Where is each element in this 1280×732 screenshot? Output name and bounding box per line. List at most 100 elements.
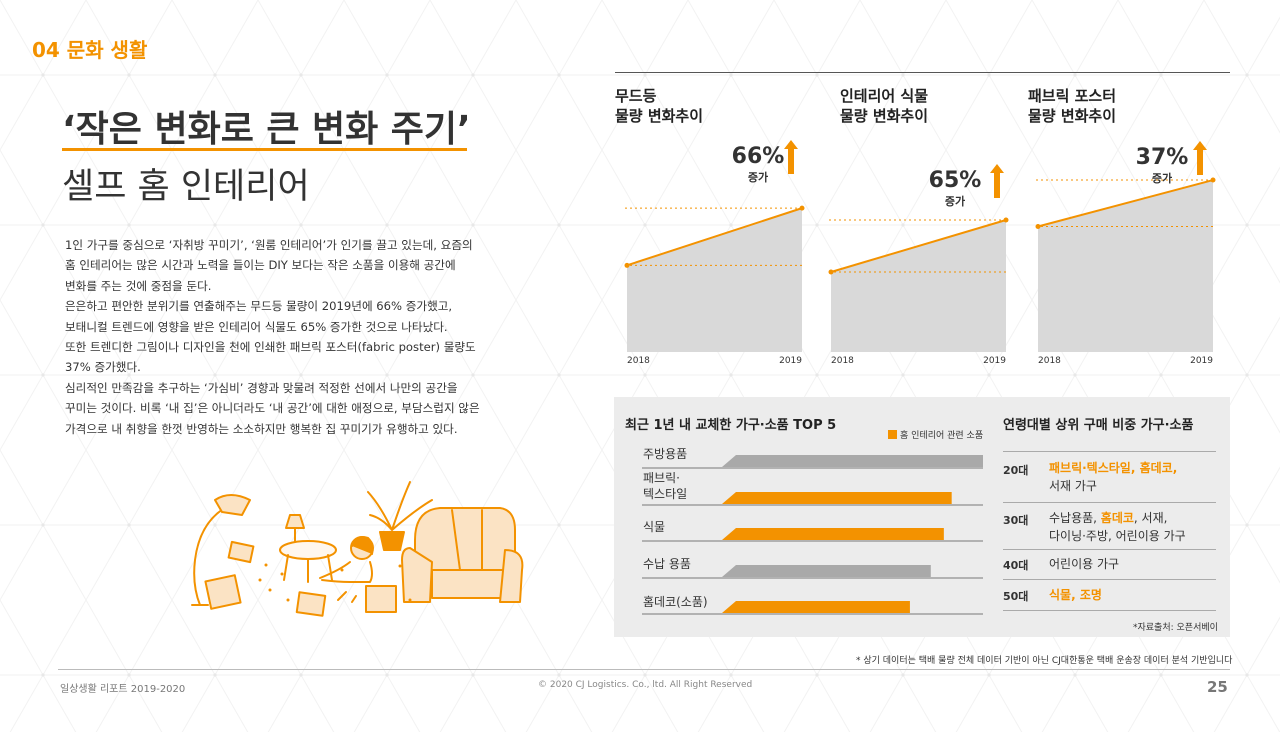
home-interior-illustration-icon (191, 481, 524, 617)
source-note: *자료출처: 오픈서베이 (1133, 623, 1218, 633)
x-tick-label: 2019 (779, 356, 802, 366)
chart-top-divider (615, 72, 1230, 73)
bar-chart-legend: 홈 인테리어 관련 소품 (888, 428, 983, 441)
chart-title-line: 패브릭 포스터 (1028, 87, 1117, 105)
age-items-line: 어린이용 가구 (1049, 555, 1119, 573)
data-point (799, 205, 805, 211)
age-items: 어린이용 가구 (1049, 555, 1119, 573)
change-label-fabric-poster: 37% 증가 (1132, 145, 1192, 186)
bar-category-label: 주방용품 (643, 446, 687, 462)
chart-title-interior-plant: 인테리어 식물 물량 변화추이 (840, 86, 928, 126)
body-line: 심리적인 만족감을 추구하는 ‘가심비’ 경향과 맞물려 적정한 선에서 나만의… (65, 380, 458, 395)
change-sub: 증가 (944, 195, 966, 208)
x-tick-label: 2018 (627, 356, 650, 366)
body-line: 변화를 주는 것에 중점을 둔다. (65, 278, 212, 293)
bar-category-line: 수납 용품 (643, 557, 691, 571)
age-row-divider (1003, 451, 1216, 452)
body-line: 또한 트렌디한 그림이나 디자인을 천에 인쇄한 패브릭 포스터(fabric … (65, 340, 476, 355)
section-label: 04 문화 생활 (32, 38, 148, 62)
body-line: 홈 인테리어는 많은 시간과 노력을 들이는 DIY 보다는 작은 소품을 이용… (65, 258, 456, 273)
change-sub: 증가 (1151, 172, 1173, 185)
change-percent: 37% (1135, 145, 1189, 170)
area-chart-fabric-poster: 2018 2019 (1035, 177, 1216, 366)
footnote: * 상기 데이터는 택배 물량 전체 데이터 기반이 아닌 CJ대한통운 택배 … (856, 656, 1233, 666)
age-item: 어린이용 가구 (1049, 557, 1120, 571)
bar (722, 492, 952, 504)
age-item: 패브릭·텍스타일, 홈데코, (1049, 461, 1178, 475)
x-tick-label: 2018 (831, 356, 854, 366)
area-fill (627, 208, 802, 352)
footer-copyright: © 2020 CJ Logistics. Co., ltd. All Right… (538, 680, 753, 690)
age-items: 식물, 조명 (1049, 586, 1102, 604)
legend-swatch (888, 430, 897, 439)
age-label: 50대 (1003, 590, 1029, 603)
age-label: 20대 (1003, 464, 1029, 477)
age-item: , 서재, (1133, 511, 1168, 525)
data-point (624, 262, 630, 268)
bar-category-label: 패브릭· 텍스타일 (643, 470, 687, 502)
body-line: 은은하고 편안한 분위기를 연출해주는 무드등 물량이 2019년에 66% 증… (65, 299, 453, 314)
chart-title-fabric-poster: 패브릭 포스터 물량 변화추이 (1028, 86, 1116, 126)
body-line: 꾸미는 것이다. 비록 ‘내 집’은 아니더라도 ‘내 공간’에 대한 애정으로… (65, 401, 480, 416)
age-items: 수납용품, 홈데코, 서재, 다이닝·주방, 어린이용 가구 (1049, 509, 1186, 545)
legend-label: 홈 인테리어 관련 소품 (900, 431, 984, 441)
trend-line (1037, 179, 1214, 228)
up-arrow-icon (784, 140, 798, 174)
page-title: ‘작은 변화로 큰 변화 주기’ (62, 109, 471, 150)
chart-title-line: 물량 변화추이 (840, 107, 929, 125)
change-label-interior-plant: 65% 증가 (925, 168, 985, 209)
age-items-line: 패브릭·텍스타일, 홈데코, (1049, 459, 1177, 477)
change-label-mood-lamp: 66% 증가 (728, 144, 788, 185)
age-table-title: 연령대별 상위 구매 비중 가구·소품 (1003, 418, 1194, 433)
bar (722, 601, 910, 613)
age-items-line: 식물, 조명 (1049, 586, 1102, 604)
data-point (1210, 177, 1216, 183)
body-line: 37% 증가했다. (65, 360, 141, 375)
footer-divider (58, 669, 1230, 670)
bar-category-line: 홈데코(소품) (643, 595, 708, 609)
x-tick-label: 2019 (983, 356, 1006, 366)
bar-category-line: 식물 (643, 520, 666, 534)
age-label: 30대 (1003, 514, 1029, 527)
trend-line (626, 207, 803, 267)
footer-report-name: 일상생활 리포트 2019-2020 (60, 684, 186, 695)
area-fill (1038, 180, 1213, 352)
age-items-line: 다이닝·주방, 어린이용 가구 (1049, 527, 1186, 545)
area-chart-interior-plant: 2018 2019 (828, 217, 1009, 366)
up-arrow-icon (1193, 141, 1207, 175)
bar-category-label: 홈데코(소품) (643, 594, 708, 610)
trend-line (830, 219, 1007, 273)
bar-category-line: 패브릭· (643, 471, 680, 485)
x-tick-label: 2019 (1190, 356, 1213, 366)
data-point (1035, 223, 1041, 229)
bar-category-line: 주방용품 (643, 447, 688, 461)
chart-title-mood-lamp: 무드등 물량 변화추이 (615, 86, 703, 126)
body-line: 1인 가구를 중심으로 ‘자취방 꾸미기’, ‘원룸 인테리어’가 인기를 끌고… (65, 238, 473, 252)
age-row-divider (1003, 502, 1216, 503)
change-percent: 65% (928, 168, 982, 193)
age-row-divider (1003, 549, 1216, 550)
body-line: 보태니컬 트렌드에 영향을 받은 인테리어 식물도 65% 증가한 것으로 나타… (65, 319, 448, 334)
age-items: 패브릭·텍스타일, 홈데코, 서재 가구 (1049, 459, 1177, 495)
page-number: 25 (1207, 678, 1228, 696)
x-tick-label: 2018 (1038, 356, 1061, 366)
change-percent: 66% (731, 144, 785, 169)
bar-category-label: 식물 (643, 519, 665, 535)
chart-title-line: 물량 변화추이 (615, 107, 704, 125)
age-row-divider (1003, 610, 1216, 611)
bar-chart (642, 455, 983, 615)
age-item: 다이닝·주방, 어린이용 가구 (1049, 529, 1186, 543)
bar (722, 528, 944, 540)
age-item: 서재 가구 (1049, 479, 1097, 493)
age-label: 40대 (1003, 559, 1029, 572)
up-arrow-icon (990, 164, 1004, 198)
area-fill (831, 220, 1006, 352)
chart-title-line: 무드등 (615, 87, 657, 105)
data-point (828, 269, 834, 275)
area-charts: 2018 2019 2018 2019 2018 2019 (624, 177, 1216, 366)
age-row-divider (1003, 579, 1216, 580)
bottom-panel (614, 397, 1230, 637)
chart-title-line: 물량 변화추이 (1028, 107, 1117, 125)
bar-chart-title: 최근 1년 내 교체한 가구·소품 TOP 5 (625, 418, 837, 433)
bar-category-label: 수납 용품 (643, 556, 691, 572)
